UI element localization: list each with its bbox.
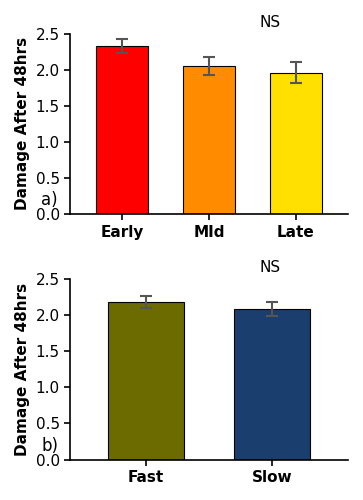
Text: b): b) [41,436,58,454]
Text: NS: NS [260,260,281,276]
Bar [183,66,235,214]
Bar [96,46,148,214]
Bar [234,310,310,460]
Text: a): a) [41,191,58,209]
Bar [270,72,322,214]
Y-axis label: Damage After 48hrs: Damage After 48hrs [15,38,30,210]
Bar [108,302,184,460]
Text: NS: NS [260,15,281,30]
Y-axis label: Damage After 48hrs: Damage After 48hrs [15,282,30,456]
